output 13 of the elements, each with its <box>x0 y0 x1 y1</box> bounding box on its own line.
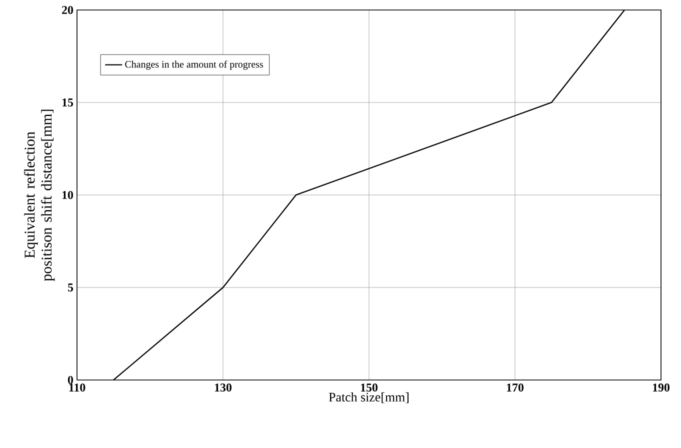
x-tick-label: 110 <box>69 384 86 392</box>
y-tick-label: 20 <box>62 6 74 14</box>
y-tick-label: 10 <box>62 190 74 200</box>
y-tick-label: 15 <box>62 98 74 106</box>
legend-label: Changes in the amount of progress <box>125 60 264 70</box>
x-tick-label: 170 <box>506 384 524 392</box>
y-tick-label: 0 <box>68 376 74 384</box>
x-tick-label: 130 <box>214 384 232 392</box>
x-axis-title: Patch size[mm] <box>328 392 409 404</box>
y-tick-label: 5 <box>68 284 74 292</box>
y-axis-title: Equivalent reflection positison shift distance[mm] <box>24 110 55 282</box>
x-tick-label: 190 <box>652 384 670 392</box>
x-tick-label: 150 <box>360 384 378 392</box>
